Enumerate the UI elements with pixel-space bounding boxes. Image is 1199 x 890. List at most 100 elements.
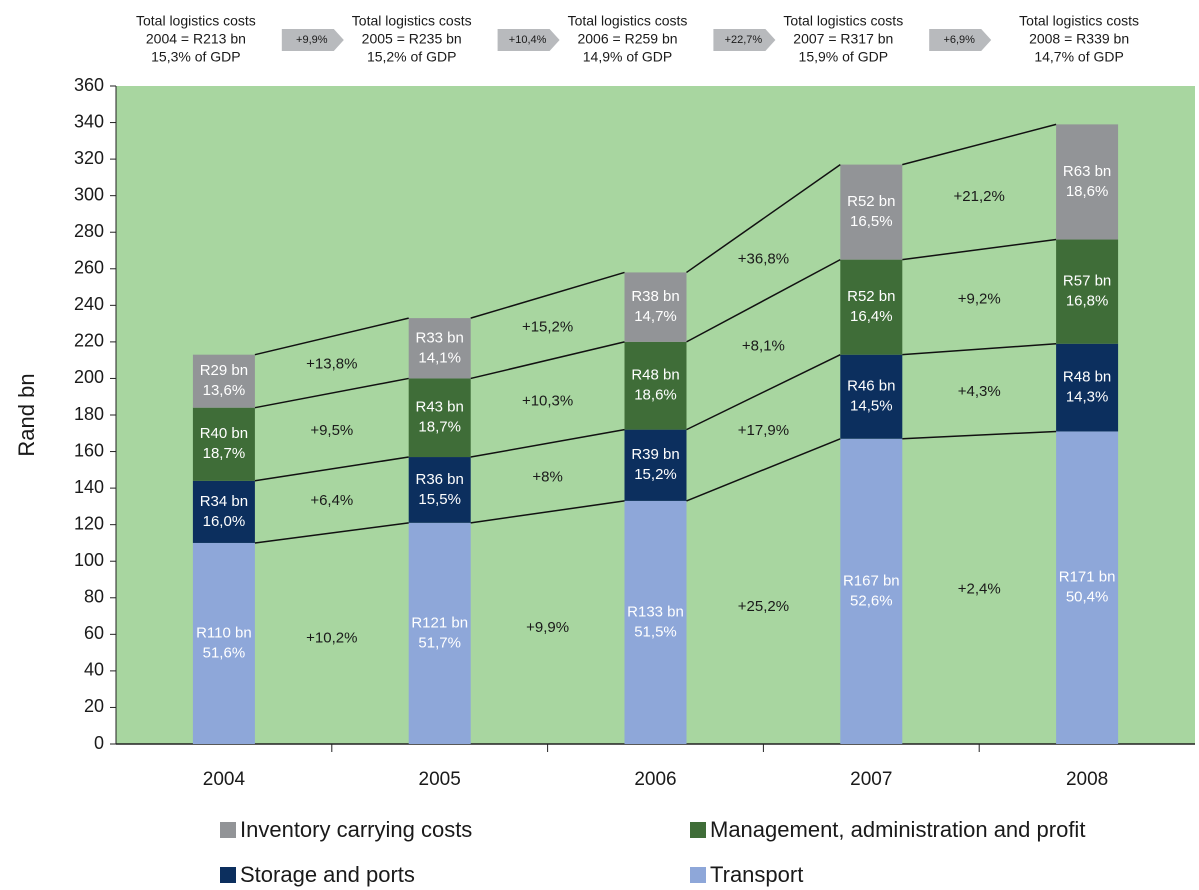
total-label: 2006 = R259 bn <box>577 31 677 47</box>
bar-segment <box>1056 431 1119 744</box>
bar-segment <box>624 272 687 342</box>
bar-segment <box>840 259 903 355</box>
legend-swatch <box>690 867 706 883</box>
y-tick-label: 0 <box>94 733 104 753</box>
share-label: 16,5% <box>850 213 893 230</box>
value-label: R110 bn <box>196 624 252 641</box>
y-tick-label: 300 <box>74 184 104 204</box>
legend-swatch <box>220 822 236 838</box>
total-label: 2005 = R235 bn <box>362 31 462 47</box>
share-label: 16,0% <box>203 513 246 530</box>
growth-label: +8,1% <box>742 337 785 354</box>
legend-label: Inventory carrying costs <box>240 817 472 842</box>
connector <box>686 258 841 343</box>
total-label: 14,9% of GDP <box>583 49 673 65</box>
share-label: 16,8% <box>1066 293 1109 310</box>
total-label: Total logistics costs <box>783 13 903 29</box>
bar-segment <box>840 438 903 744</box>
y-tick-label: 180 <box>74 404 104 424</box>
value-label: R34 bn <box>200 493 248 510</box>
value-label: R133 bn <box>627 603 684 620</box>
legend-label: Storage and ports <box>240 862 415 887</box>
x-tick-label: 2004 <box>203 769 246 790</box>
share-label: 18,7% <box>203 445 246 462</box>
share-label: 51,6% <box>203 644 246 661</box>
bar-segment <box>192 407 255 481</box>
connector <box>686 354 841 431</box>
y-axis-label: Rand bn <box>14 373 39 456</box>
share-label: 50,4% <box>1066 589 1109 606</box>
growth-arrow-label: +10,4% <box>509 34 547 46</box>
growth-label: +4,3% <box>958 383 1001 400</box>
y-tick-label: 240 <box>74 294 104 314</box>
y-tick-label: 360 <box>74 75 104 95</box>
value-label: R38 bn <box>631 288 679 305</box>
y-tick-label: 280 <box>74 221 104 241</box>
bar-segment <box>408 457 471 523</box>
share-label: 14,5% <box>850 398 893 415</box>
value-label: R33 bn <box>416 329 464 346</box>
bar-segment <box>192 480 255 543</box>
value-label: R171 bn <box>1059 569 1116 586</box>
growth-label: +21,2% <box>954 188 1005 205</box>
y-tick-label: 20 <box>84 696 104 716</box>
bar-segment <box>1056 343 1119 432</box>
total-label: Total logistics costs <box>352 13 472 29</box>
growth-arrow <box>929 29 992 51</box>
connector <box>470 500 625 524</box>
x-tick-label: 2008 <box>1066 769 1108 790</box>
value-label: R121 bn <box>411 614 468 631</box>
share-label: 51,5% <box>634 623 677 640</box>
bar-segment <box>1056 124 1119 240</box>
connector <box>254 377 409 409</box>
bar-segment <box>408 318 471 379</box>
y-tick-label: 260 <box>74 258 104 278</box>
connector <box>686 163 841 274</box>
share-label: 15,5% <box>418 491 461 508</box>
growth-label: +36,8% <box>738 251 789 268</box>
growth-label: +9,5% <box>310 422 353 439</box>
connector <box>902 342 1057 356</box>
y-tick-label: 40 <box>84 660 104 680</box>
total-label: Total logistics costs <box>568 13 688 29</box>
bar-segment <box>408 378 471 458</box>
value-label: R40 bn <box>200 425 248 442</box>
share-label: 51,7% <box>418 634 461 651</box>
value-label: R52 bn <box>847 193 895 210</box>
legend-label: Management, administration and profit <box>710 817 1085 842</box>
share-label: 18,6% <box>634 387 677 404</box>
bar-segment <box>840 164 903 260</box>
growth-arrow-label: +22,7% <box>725 34 763 46</box>
growth-label: +9,2% <box>958 290 1001 307</box>
growth-arrow-label: +9,9% <box>296 34 328 46</box>
y-tick-label: 140 <box>74 477 104 497</box>
total-label: 2008 = R339 bn <box>1029 31 1129 47</box>
y-tick-label: 100 <box>74 550 104 570</box>
growth-arrow <box>281 29 344 51</box>
y-tick-label: 60 <box>84 623 104 643</box>
value-label: R46 bn <box>847 378 895 395</box>
share-label: 52,6% <box>850 592 893 609</box>
value-label: R57 bn <box>1063 273 1111 290</box>
bar-segment <box>192 542 255 744</box>
connector <box>686 438 841 502</box>
growth-label: +13,8% <box>306 356 357 373</box>
growth-label: +10,3% <box>522 393 573 410</box>
total-label: 15,3% of GDP <box>151 49 241 65</box>
bar-segment <box>408 522 471 744</box>
share-label: 14,3% <box>1066 389 1109 406</box>
total-label: 15,2% of GDP <box>367 49 457 65</box>
connector <box>254 522 409 544</box>
value-label: R48 bn <box>1063 369 1111 386</box>
growth-label: +10,2% <box>306 629 357 646</box>
bar-segment <box>1056 239 1119 344</box>
connector <box>254 456 409 482</box>
legend-label: Transport <box>710 862 803 887</box>
legend-swatch <box>690 822 706 838</box>
total-label: Total logistics costs <box>1019 13 1139 29</box>
growth-label: +8% <box>532 469 562 486</box>
growth-label: +9,9% <box>526 619 569 636</box>
connector <box>902 430 1057 440</box>
y-tick-label: 200 <box>74 367 104 387</box>
